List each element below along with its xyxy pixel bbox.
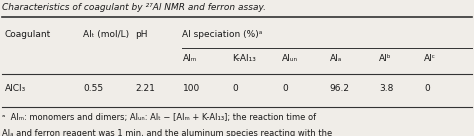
Text: 2.21: 2.21 [135,84,155,93]
Text: 3.8: 3.8 [379,84,393,93]
Text: AlCl₃: AlCl₃ [5,84,26,93]
Text: 0: 0 [424,84,430,93]
Text: Alᶜ: Alᶜ [424,54,436,63]
Text: 0: 0 [282,84,288,93]
Text: 0.55: 0.55 [83,84,103,93]
Text: Alᵇ: Alᵇ [379,54,392,63]
Text: 100: 100 [182,84,200,93]
Text: Al speciation (%)ᵃ: Al speciation (%)ᵃ [182,30,263,39]
Text: K-Al₁₃: K-Al₁₃ [232,54,256,63]
Text: 96.2: 96.2 [329,84,349,93]
Text: Alₘ: Alₘ [182,54,197,63]
Text: Alₜ (mol/L): Alₜ (mol/L) [83,30,129,39]
Text: ᵃ  Alₘ: monomers and dimers; Alᵤₙ: Alₜ − [Alₘ + K-Al₁₃]; the reaction time of: ᵃ Alₘ: monomers and dimers; Alᵤₙ: Alₜ − … [2,113,317,122]
Text: Alₐ: Alₐ [329,54,342,63]
Text: Coagulant: Coagulant [5,30,51,39]
Text: pH: pH [135,30,147,39]
Text: Characteristics of coagulant by ²⁷Al NMR and ferron assay.: Characteristics of coagulant by ²⁷Al NMR… [2,3,266,12]
Text: Alₐ and ferron reagent was 1 min, and the aluminum species reacting with the: Alₐ and ferron reagent was 1 min, and th… [2,129,333,136]
Text: 0: 0 [232,84,238,93]
Text: Alᵤₙ: Alᵤₙ [282,54,298,63]
